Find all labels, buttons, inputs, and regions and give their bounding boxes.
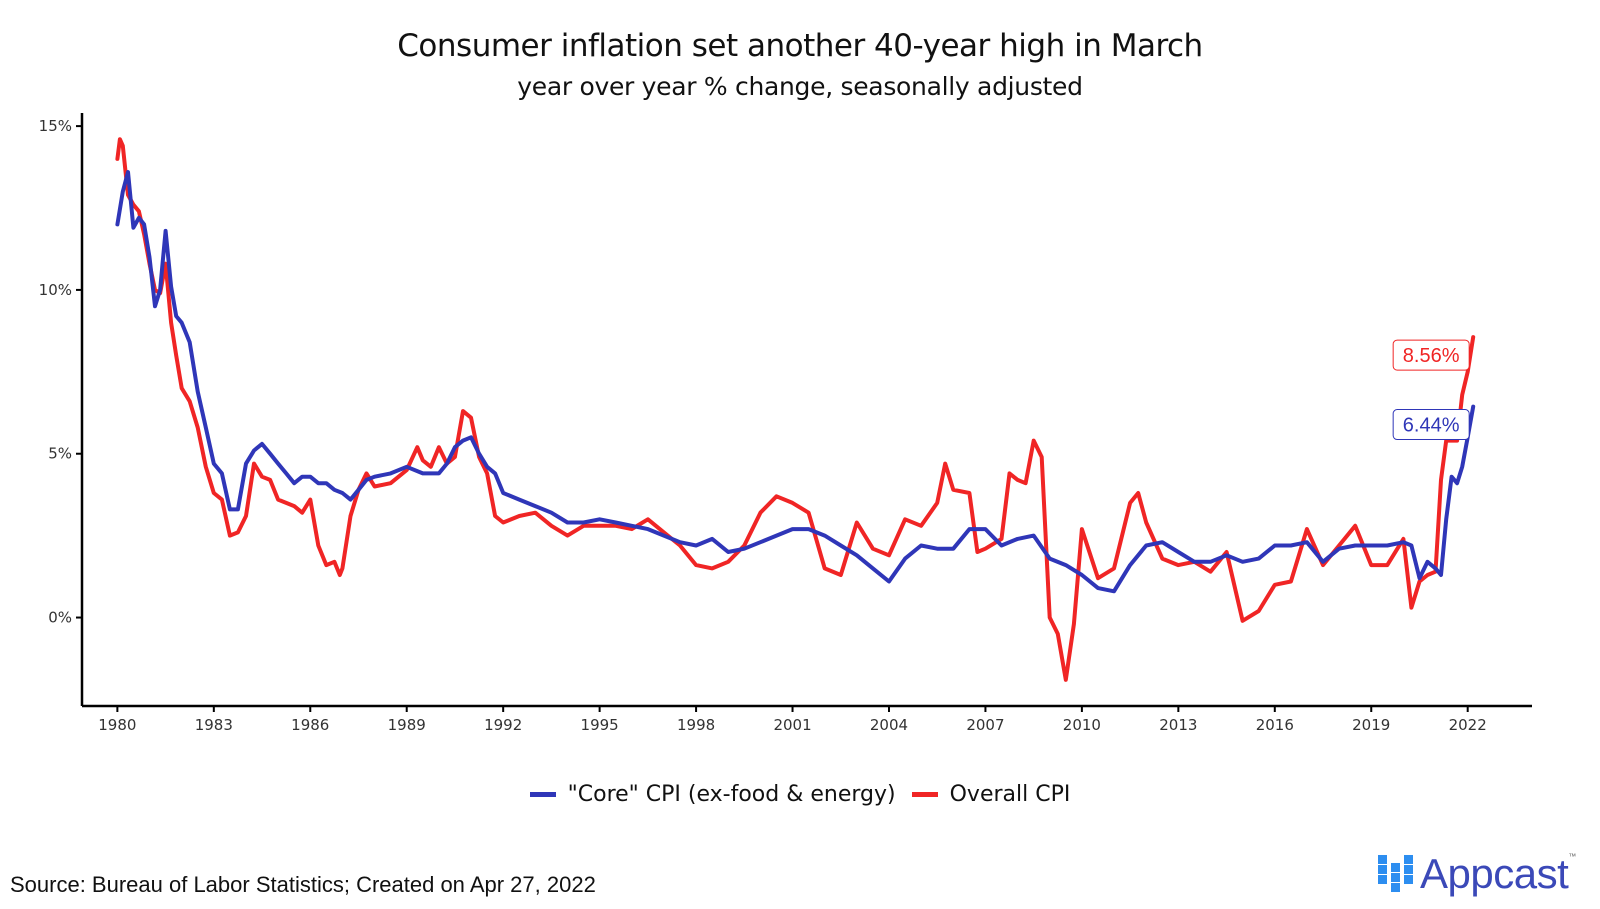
legend: "Core" CPI (ex-food & energy) Overall CP… [0,782,1600,807]
end-labels: 6.44% 8.56% [1392,339,1470,441]
legend-swatch-core [529,792,556,797]
legend-label-overall: Overall CPI [949,782,1071,807]
x-tick-label: 2007 [966,716,1004,734]
appcast-logo-icon [1378,855,1414,893]
x-tick-label: 1980 [98,716,136,734]
end-label-box [1392,339,1470,371]
legend-swatch-overall [911,792,938,797]
legend-label-core: "Core" CPI (ex-food & energy) [567,782,896,807]
x-tick-label: 2013 [1159,716,1197,734]
x-tick-label: 2001 [773,716,811,734]
end-label-box [1392,409,1470,441]
x-tick-label: 2010 [1063,716,1101,734]
series-line-core-cpi [115,170,1476,594]
series-group [115,137,1476,682]
chart-subtitle: year over year % change, seasonally adju… [517,72,1083,101]
y-tick-label: 10% [39,281,72,299]
axes: 0% 5% 10% 15% 1980 1983 1986 1989 1992 1995 1998 20… [39,113,1532,734]
x-tick-label: 1992 [484,716,522,734]
y-tick-label: 15% [39,117,72,135]
legend-item-overall: Overall CPI [911,782,1071,807]
x-tick-label: 1995 [581,716,619,734]
appcast-logo: Appcast ™ [1378,850,1576,898]
appcast-logo-text: Appcast [1420,850,1569,897]
x-tick-label: 1989 [388,716,426,734]
series-line-overall-cpi [115,137,1476,682]
end-label-core: 6.44% [1392,409,1470,441]
legend-item-core: "Core" CPI (ex-food & energy) [529,782,896,807]
x-tick-label: 1998 [677,716,715,734]
end-label-text: 6.44% [1403,415,1460,437]
end-label-text: 8.56% [1403,345,1460,367]
trademark-symbol: ™ [1568,852,1577,861]
source-note: Source: Bureau of Labor Statistics; Crea… [10,872,596,897]
chart-title: Consumer inflation set another 40-year h… [397,28,1203,64]
x-tick-label: 2019 [1352,716,1390,734]
x-tick-label: 2004 [870,716,908,734]
end-label-overall: 8.56% [1392,339,1470,371]
x-tick-label: 1983 [195,716,233,734]
y-tick-label: 5% [48,445,72,463]
x-tick-label: 2022 [1449,716,1487,734]
y-tick-label: 0% [48,609,72,627]
x-tick-label: 1986 [291,716,329,734]
x-tick-label: 2016 [1256,716,1294,734]
